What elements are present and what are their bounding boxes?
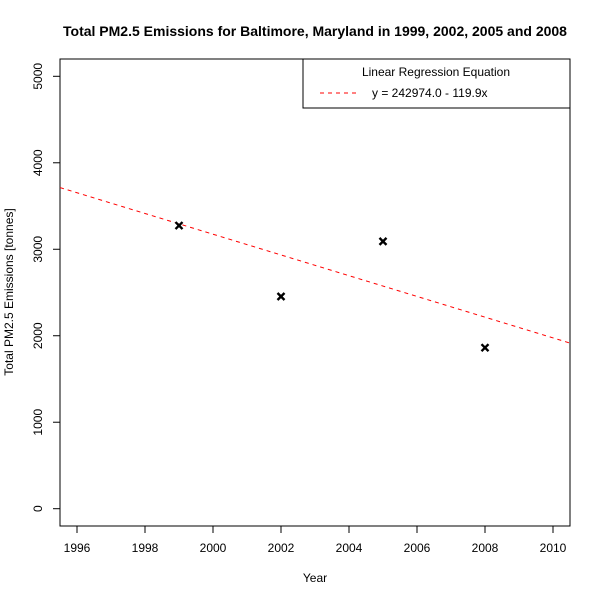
legend-title: Linear Regression Equation	[362, 65, 510, 79]
y-tick-label: 4000	[31, 149, 45, 176]
y-tick-label: 0	[31, 505, 45, 512]
x-tick-label: 2000	[200, 541, 227, 555]
y-tick-label: 2000	[31, 322, 45, 349]
data-point-stroke	[378, 237, 388, 246]
legend-box	[302, 58, 571, 109]
y-tick-label: 3000	[31, 236, 45, 263]
data-point-stroke	[174, 221, 184, 230]
y-axis-label: Total PM2.5 Emissions [tonnes]	[2, 208, 16, 375]
data-point	[378, 237, 388, 246]
legend-entry: y = 242974.0 - 119.9x	[372, 86, 488, 100]
x-tick-label: 2004	[336, 541, 363, 555]
x-tick-label: 2006	[404, 541, 431, 555]
x-axis-label: Year	[303, 571, 327, 585]
legend: Linear Regression Equation y = 242974.0 …	[302, 58, 571, 109]
data-point	[174, 221, 184, 230]
data-point-stroke	[276, 292, 286, 301]
data-point-stroke	[480, 343, 490, 353]
points-layer	[174, 221, 490, 353]
x-tick-label: 1998	[132, 541, 159, 555]
x-tick-label: 2002	[268, 541, 295, 555]
y-tick-label: 5000	[31, 63, 45, 90]
chart-title: Total PM2.5 Emissions for Baltimore, Mar…	[63, 23, 567, 39]
regression-layer	[59, 187, 571, 344]
regression-line	[59, 187, 571, 344]
x-tick-label: 2010	[540, 541, 567, 555]
data-point	[276, 292, 286, 301]
y-tick-label: 1000	[31, 409, 45, 436]
y-axis: 0 1000 2000 3000 4000 5000	[31, 63, 60, 512]
data-point	[480, 343, 490, 353]
x-tick-label: 1996	[64, 541, 91, 555]
x-tick-label: 2008	[472, 541, 499, 555]
x-axis: 1996 1998 2000 2002 2004 2006 2008 2010	[64, 526, 567, 555]
